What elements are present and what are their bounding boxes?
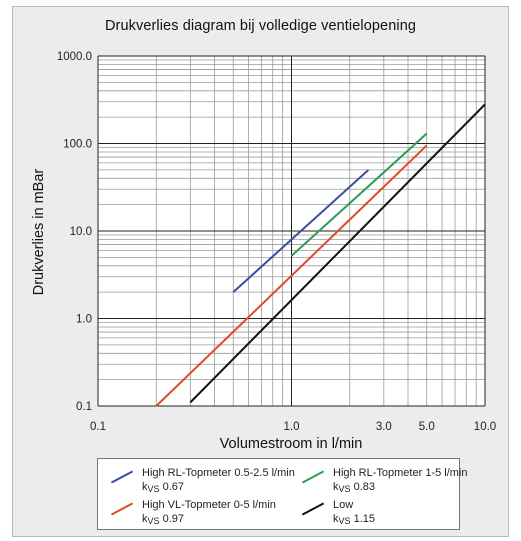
legend-item-series-1: High RL-Topmeter 0.5-2.5 l/min kVS 0.67	[110, 467, 295, 497]
kvs-k: k	[142, 513, 148, 525]
y-tick-label: 1.0	[76, 314, 92, 326]
y-tick-label: 100.0	[63, 139, 92, 151]
kvs-value: 0.67	[162, 481, 184, 493]
legend-series-name: High RL-Topmeter 1-5 l/min	[333, 467, 468, 479]
x-tick-label: 0.1	[90, 421, 106, 433]
legend-kvs: kVS 0.67	[142, 481, 184, 494]
kvs-k: k	[142, 481, 148, 493]
legend-swatch	[110, 502, 134, 516]
y-tick-label: 1000.0	[57, 51, 92, 63]
kvs-subscript: VS	[338, 484, 351, 494]
x-axis-label: Volumestroom in l/min	[220, 436, 363, 452]
legend-series-name: High VL-Topmeter 0-5 l/min	[142, 499, 276, 511]
legend-item-series-4: Low kVS 1.15	[301, 499, 476, 529]
legend-kvs: kVS 0.97	[142, 513, 184, 526]
legend-swatch	[110, 470, 134, 484]
x-tick-label: 3.0	[376, 421, 392, 433]
series-line-4	[189, 103, 486, 404]
y-tick-label: 0.1	[76, 401, 92, 413]
legend-kvs: kVS 1.15	[333, 513, 375, 526]
legend-series-name: Low	[333, 499, 354, 511]
kvs-subscript: VS	[147, 516, 160, 526]
series-line-2	[290, 132, 428, 257]
kvs-subscript: VS	[338, 516, 351, 526]
legend-item-series-3: High VL-Topmeter 0-5 l/min kVS 0.97	[110, 499, 285, 529]
y-axis-label: Drukverlies in mBar	[31, 169, 47, 296]
legend-swatch	[301, 470, 325, 484]
kvs-value: 0.83	[353, 481, 375, 493]
chart-title: Drukverlies diagram bij volledige ventie…	[104, 18, 417, 34]
legend: High RL-Topmeter 0.5-2.5 l/min kVS 0.67 …	[97, 458, 468, 530]
x-tick-label: 1.0	[284, 421, 300, 433]
kvs-value: 1.15	[353, 513, 375, 525]
series-line-1	[232, 169, 370, 293]
legend-swatch	[301, 502, 325, 516]
legend-item-series-2: High RL-Topmeter 1-5 l/min kVS 0.83	[301, 467, 476, 497]
legend-kvs: kVS 0.83	[333, 481, 375, 494]
x-tick-label: 5.0	[419, 421, 435, 433]
legend-series-name: High RL-Topmeter 0.5-2.5 l/min	[142, 467, 295, 479]
kvs-k: k	[333, 481, 339, 493]
y-tick-label: 10.0	[70, 226, 92, 238]
x-tick-label: 10.0	[474, 421, 496, 433]
series-line-3	[155, 144, 428, 407]
kvs-value: 0.97	[162, 513, 184, 525]
kvs-subscript: VS	[147, 484, 160, 494]
kvs-k: k	[333, 513, 339, 525]
